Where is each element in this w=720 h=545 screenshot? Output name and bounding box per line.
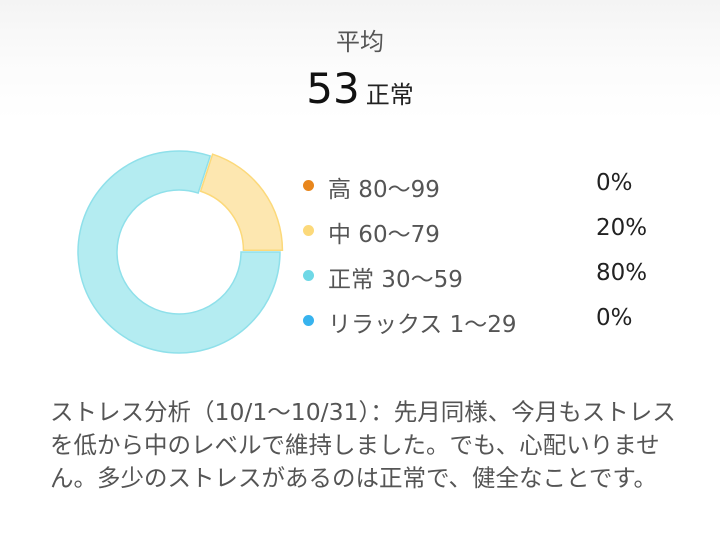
legend-percent: 80%: [596, 260, 648, 286]
legend-item: リラックス 1〜29 0%: [300, 305, 660, 350]
legend-label: リラックス 1〜29: [328, 312, 517, 338]
donut-slice-2: [77, 150, 281, 354]
legend-item: 中 60〜79 20%: [300, 215, 660, 260]
legend-label: 高 80〜99: [328, 177, 440, 203]
legend-item: 正常 30〜59 80%: [300, 260, 660, 305]
average-row: 53 正常: [0, 64, 720, 113]
legend-dot-icon: [303, 225, 314, 236]
donut-slice-1: [199, 153, 284, 251]
stress-summary: ストレス分析（10/1〜10/31）：先月同様、今月もストレスを低から中のレベル…: [50, 398, 676, 492]
legend-label: 正常 30〜59: [328, 267, 463, 293]
legend-item: 高 80〜99 0%: [300, 170, 660, 215]
average-value: 53: [306, 64, 360, 113]
legend-percent: 20%: [596, 215, 648, 241]
legend-percent: 0%: [596, 170, 633, 196]
legend-dot-icon: [303, 270, 314, 281]
legend: 高 80〜99 0% 中 60〜79 20% 正常 30〜59 80% リラックス 1〜29…: [300, 170, 660, 350]
average-label: 平均: [336, 28, 384, 56]
legend-dot-icon: [303, 180, 314, 191]
legend-percent: 0%: [596, 305, 633, 331]
legend-label: 中 60〜79: [328, 222, 440, 248]
legend-dot-icon: [303, 315, 314, 326]
average-status: 正常: [365, 81, 414, 109]
